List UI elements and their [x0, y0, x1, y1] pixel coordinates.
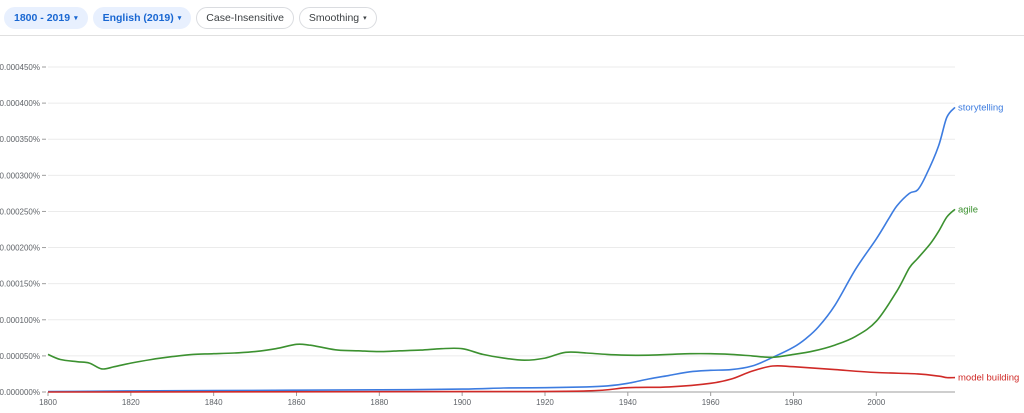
smoothing-dropdown[interactable]: Smoothing ▾: [298, 6, 377, 29]
year-range-label: 1800 - 2019: [14, 11, 71, 24]
series-line-agile[interactable]: [47, 208, 956, 370]
toolbar: 1800 - 2019 ▾ English (2019) ▾ Case-Inse…: [0, 0, 1024, 36]
series-label-model-building[interactable]: model building: [958, 373, 1019, 384]
axes: 0.000000% 0.000050% 0.000100% 0.000150% 0.00…: [0, 63, 886, 407]
grid: [48, 66, 955, 393]
y-tick-label: 0.000300%: [0, 171, 40, 180]
x-tick-label: 1920: [536, 398, 554, 407]
series-line-model-building[interactable]: [47, 364, 956, 393]
chevron-down-icon: ▾: [74, 14, 78, 22]
corpus-dropdown[interactable]: English (2019) ▾: [92, 6, 192, 29]
y-tick-label: 0.000000%: [0, 388, 40, 397]
corpus-label: English (2019): [102, 11, 174, 24]
ngram-chart: 0.000000% 0.000050% 0.000100% 0.000150% 0.00…: [0, 63, 1019, 407]
y-tick-label: 0.000100%: [0, 316, 40, 325]
series-line-storytelling[interactable]: [47, 106, 956, 393]
case-insensitive-toggle[interactable]: Case-Insensitive: [196, 6, 294, 29]
series-label-agile[interactable]: agile: [958, 204, 978, 215]
smoothing-label: Smoothing: [308, 11, 360, 24]
y-tick-label: 0.000200%: [0, 244, 40, 253]
y-tick-label: 0.000400%: [0, 99, 40, 108]
x-tick-label: 1840: [205, 398, 223, 407]
y-tick-label: 0.000350%: [0, 135, 40, 144]
x-tick-label: 2000: [867, 398, 885, 407]
x-tick-label: 1940: [619, 398, 637, 407]
y-tick-label: 0.000050%: [0, 352, 40, 361]
case-insensitive-label: Case-Insensitive: [206, 11, 284, 24]
x-tick-label: 1980: [785, 398, 803, 407]
y-tick-label: 0.000250%: [0, 207, 40, 216]
chevron-down-icon: ▾: [177, 14, 182, 22]
y-tick-label: 0.000150%: [0, 280, 40, 289]
chevron-down-icon: ▾: [363, 14, 367, 22]
y-tick-label: 0.000450%: [0, 63, 40, 72]
x-tick-label: 1860: [288, 398, 306, 407]
series-labels: storytelling agile model building: [958, 102, 1019, 383]
x-tick-label: 1900: [453, 398, 471, 407]
series-lines: [47, 106, 956, 393]
series-label-storytelling[interactable]: storytelling: [958, 102, 1003, 113]
x-tick-label: 1880: [370, 398, 388, 407]
x-tick-label: 1960: [702, 398, 720, 407]
year-range-dropdown[interactable]: 1800 - 2019 ▾: [4, 6, 88, 29]
x-tick-label: 1800: [39, 398, 57, 407]
x-tick-label: 1820: [122, 398, 140, 407]
